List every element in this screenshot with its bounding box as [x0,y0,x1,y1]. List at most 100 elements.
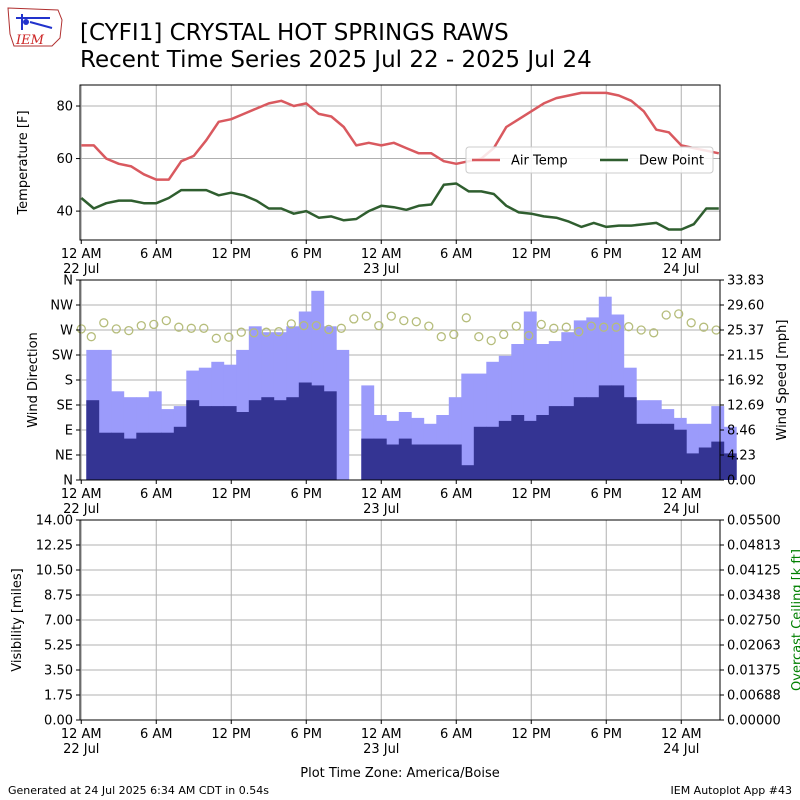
wind-speed-bar [273,400,287,480]
x-tick-label: 12 PM [211,727,251,742]
wind-speed-bar [411,444,425,480]
wind-direction-point [386,311,396,321]
wind-direction-point [99,318,109,328]
y-tick-label: 8.75 [44,589,73,604]
wind-speed-bar [161,432,175,480]
x-tick-label: 6 PM [291,247,322,262]
y-right-tick-label: 21.15 [727,349,764,364]
wind-speed-bar [686,453,700,480]
wind-speed-bar [298,382,312,480]
wind-direction-y-axis-label: Wind Direction [26,332,41,428]
air-temp-line [81,91,720,181]
x-tick-label: 6 AM [140,247,173,262]
temperature-y-axis-label: Temperature [F] [16,110,31,215]
wind-speed-bar [636,423,650,480]
wind-speed-bar [261,397,275,480]
wind-speed-bar [398,438,412,480]
y-tick-label: S [65,374,73,389]
wind-direction-point [349,314,359,324]
wind-speed-bar [473,426,487,480]
x-tick-label: 6 PM [591,487,622,502]
wind-direction-point [636,325,646,335]
wind-speed-bar [586,397,600,480]
wind-direction-point [686,318,696,328]
wind-speed-bar [598,385,612,480]
y-tick-label: 14.00 [36,514,73,529]
wind-direction-point [399,315,409,326]
iem-logo[interactable]: IEM [7,7,63,48]
x-tick-label: 6 AM [440,727,473,742]
wind-speed-bar [211,406,225,480]
y-tick-label: 7.00 [44,614,73,629]
wind-speed-bar [523,420,537,480]
wind-direction-point [649,328,659,338]
y-tick-label: 10.50 [36,564,73,579]
wind-gust-bar [461,373,475,480]
y-tick-label: NE [55,449,73,464]
wind-speed-bar [373,438,387,480]
x-tick-label: 12 AM [61,247,102,262]
y-tick-label: 12.25 [36,539,73,554]
y-right-tick-label: 0.02750 [727,614,781,629]
x-tick-date-label: 22 Jul [63,502,99,517]
y-tick-label: 3.50 [44,664,73,679]
y-right-tick-label: 0.03438 [727,589,781,604]
wind-direction-point [411,317,421,327]
x-tick-label: 12 PM [511,727,551,742]
wind-direction-point [624,322,634,332]
wind-direction-point [536,319,546,330]
y-tick-label: SE [57,399,73,414]
x-tick-date-label: 23 Jul [363,502,399,517]
wind-direction-point [274,327,284,337]
wind-speed-bar [361,438,375,480]
y-tick-label: N [63,274,73,289]
wind-direction-point [374,320,384,331]
x-tick-label: 6 PM [591,727,622,742]
wind-direction-point [311,320,321,331]
wind-speed-bar [123,438,137,480]
y-right-tick-label: 33.83 [727,274,764,289]
wind-direction-point [524,330,534,341]
y-tick-label: NW [50,299,73,314]
wind-panel: N NE E SE S SW W NW N 0.00 4.23 8.46 12.69 16.92 21.1… [26,274,790,518]
wind-direction-point [149,319,159,330]
y-right-tick-label: 25.37 [727,324,764,339]
wind-speed-bar [311,385,325,480]
wind-speed-bar [448,444,462,480]
y-right-tick-label: 29.60 [727,299,764,314]
wind-direction-point [211,333,221,343]
x-tick-label: 12 PM [211,487,251,502]
wind-direction-point [674,309,684,319]
x-tick-label: 12 PM [211,247,251,262]
wind-direction-point [586,321,596,331]
wind-speed-bar [386,444,400,480]
wind-speed-bar [623,397,637,480]
x-tick-label: 6 AM [140,487,173,502]
wind-direction-point [76,324,86,334]
wind-direction-point [261,327,271,337]
x-tick-label: 12 AM [361,487,402,502]
y-right-tick-label: 12.69 [727,399,764,414]
logo-text: IEM [15,33,45,48]
wind-direction-point [486,335,496,346]
chart-title-line2: Recent Time Series 2025 Jul 22 - 2025 Ju… [80,47,592,73]
wind-direction-point [449,329,459,340]
generated-timestamp: Generated at 24 Jul 2025 6:34 AM CDT in … [8,784,269,797]
wind-speed-bar [436,444,450,480]
y-right-tick-label: 0.00 [727,474,756,489]
wind-speed-bar [648,423,662,480]
wind-direction-point [699,322,709,332]
wind-direction-point [124,325,134,336]
visibility-y-axis-label: Visibility [miles] [10,568,25,671]
y-tick-label: N [63,474,73,489]
wind-direction-point [236,327,246,337]
x-tick-date-label: 22 Jul [63,262,99,277]
x-tick-label: 12 PM [511,487,551,502]
wind-direction-point [436,332,446,342]
wind-direction-point [324,324,334,335]
wind-direction-point [599,322,609,332]
wind-speed-bar [486,426,500,480]
temperature-legend: Air Temp Dew Point [465,146,714,174]
wind-speed-bar [698,447,712,480]
